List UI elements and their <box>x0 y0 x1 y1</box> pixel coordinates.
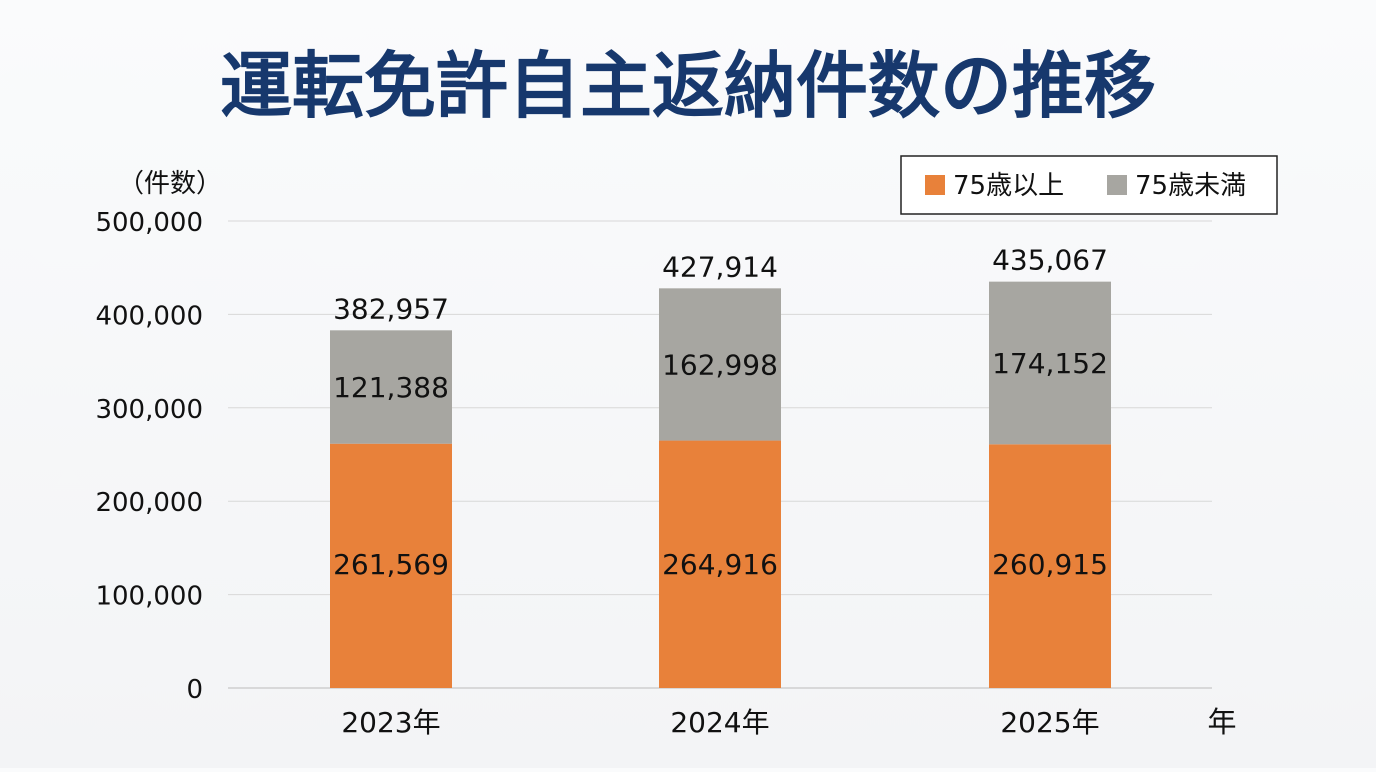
legend-swatch <box>1107 175 1127 195</box>
x-tick-label: 2025年 <box>1000 706 1099 739</box>
y-tick-label: 500,000 <box>95 208 203 238</box>
legend-box <box>900 155 1278 215</box>
y-tick-label: 400,000 <box>95 301 203 331</box>
y-axis-title: （件数） <box>118 169 222 199</box>
segment-value-label: 260,915 <box>992 548 1108 581</box>
x-axis-title: 年 <box>1207 705 1236 739</box>
total-value-label: 435,067 <box>992 244 1108 277</box>
legend-label: 75歳未満 <box>1135 171 1246 201</box>
y-tick-label: 200,000 <box>95 488 203 518</box>
chart-title: 運転免許自主返納件数の推移 <box>220 44 1156 128</box>
y-axis-ticks: 0 100,000 200,000 300,000 400,000 500,000 <box>95 208 203 705</box>
bar-segment-75-and-over <box>989 444 1111 688</box>
bar-segment-75-and-over <box>330 443 452 688</box>
y-tick-label: 100,000 <box>95 582 203 612</box>
legend-swatch <box>925 175 945 195</box>
segment-value-label: 121,388 <box>333 371 449 404</box>
total-value-label: 427,914 <box>662 250 778 283</box>
x-tick-label: 2023年 <box>341 706 440 739</box>
legend: 75歳以上 75歳未満 <box>900 155 1278 215</box>
bar-segment-under-75 <box>659 288 781 441</box>
x-tick-label: 2024年 <box>670 706 769 739</box>
legend-label: 75歳以上 <box>953 171 1064 201</box>
y-tick-label: 300,000 <box>95 395 203 425</box>
y-tick-label: 0 <box>186 675 203 705</box>
segment-value-label: 174,152 <box>992 347 1108 380</box>
total-value-label: 382,957 <box>333 292 449 325</box>
bars <box>330 281 1111 688</box>
segment-value-label: 261,569 <box>333 548 449 581</box>
x-axis-ticks: 2023年 2024年 2025年 <box>341 706 1099 739</box>
bar-segment-under-75 <box>989 281 1111 445</box>
data-labels: 261,569 121,388 382,957 264,916 162,998 427,9… <box>333 244 1108 581</box>
segment-value-label: 264,916 <box>662 548 778 581</box>
bar-segment-75-and-over <box>659 440 781 688</box>
bar-segment-under-75 <box>330 330 452 444</box>
segment-value-label: 162,998 <box>662 348 778 381</box>
